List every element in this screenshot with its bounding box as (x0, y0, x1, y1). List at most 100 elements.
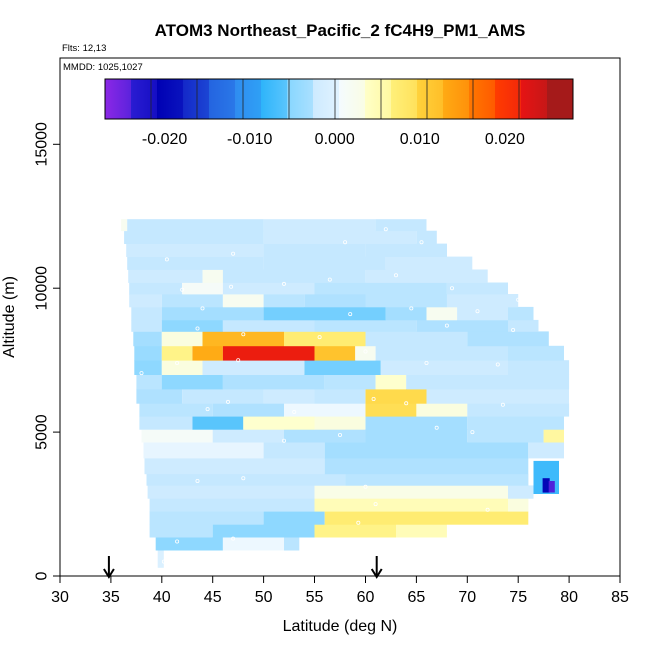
colorbar-tick-label: 0.010 (400, 131, 440, 148)
heatmap-cell (385, 306, 427, 321)
heatmap-cell (263, 306, 386, 321)
heatmap-cell (212, 403, 284, 417)
sample-point (236, 358, 241, 363)
heatmap-cell (380, 360, 508, 375)
colorbar-segment (339, 79, 366, 119)
sample-point (229, 284, 234, 289)
colorbar-segment (495, 79, 522, 119)
colorbar-segment (157, 79, 184, 119)
heatmap-cell (182, 282, 223, 295)
heatmap-cell (314, 388, 366, 404)
heatmap-cell (314, 319, 417, 332)
heatmap-cell (157, 550, 164, 568)
heatmap-cell (528, 442, 564, 459)
sample-point (383, 227, 388, 232)
heatmap-cell (508, 360, 570, 375)
sample-point (343, 240, 348, 245)
sample-point (327, 277, 332, 282)
x-tick-label: 85 (611, 589, 629, 606)
x-tick-label: 35 (102, 589, 120, 606)
x-axis: 30 35 40 45 50 55 60 65 70 75 80 85 (51, 576, 629, 606)
heatmap-cell (139, 403, 213, 417)
heatmap-cell (284, 403, 366, 417)
heatmap-cell (324, 374, 376, 390)
sample-point (195, 326, 200, 331)
heatmap-cell (222, 374, 325, 390)
sample-point (200, 306, 205, 311)
mmdd-subtitle: MMDD: 1025,1027 (63, 62, 143, 73)
heatmap-cell (192, 416, 244, 430)
sample-point (404, 401, 409, 406)
y-tick-label: 5000 (34, 414, 51, 450)
colorbar-ticks: -0.020 -0.010 0.000 0.010 0.020 (142, 131, 525, 148)
sample-point (434, 425, 439, 430)
sample-point (495, 362, 500, 367)
heatmap-cell (222, 345, 315, 361)
x-tick-label: 80 (560, 589, 578, 606)
heatmap-cell (161, 306, 264, 321)
colorbar-segments (105, 79, 574, 119)
heatmap-cell (467, 416, 564, 430)
colorbar-segment (183, 79, 210, 119)
sample-point (241, 476, 246, 481)
y-tick-label: 15000 (34, 122, 51, 167)
heatmap-cell (149, 511, 264, 525)
sample-point (281, 438, 286, 443)
sample-point (281, 281, 286, 286)
heatmap-cell (131, 319, 162, 332)
sample-point (470, 430, 475, 435)
heatmap-cell (426, 306, 457, 321)
x-tick-label: 65 (408, 589, 426, 606)
sample-point (195, 478, 200, 483)
sample-point (164, 257, 169, 262)
heatmap-cell (121, 219, 128, 232)
x-tick-label: 55 (306, 589, 324, 606)
chart-title: ATOM3 Northeast_Pacific_2 fC4H9_PM1_AMS (155, 21, 526, 40)
heatmap-cell (365, 243, 447, 257)
heatmap-cell (324, 442, 529, 459)
heatmap-cell (144, 458, 325, 475)
colorbar-segment (521, 79, 548, 119)
colorbar-segment (261, 79, 288, 119)
heatmap-cell (508, 306, 534, 321)
sample-point (371, 396, 376, 401)
heatmap-cell (192, 345, 223, 361)
heatmap-cell (263, 256, 386, 270)
heatmap-cell (129, 294, 162, 308)
heatmap-cell (365, 331, 468, 347)
sample-point (409, 306, 414, 311)
heatmap-cell (243, 416, 315, 430)
heatmap-cell (212, 524, 315, 538)
heatmap-cell (385, 256, 473, 270)
heatmap-cell (131, 306, 162, 321)
heatmap-cell (406, 374, 570, 390)
sample-point (292, 409, 297, 414)
colorbar-segment (105, 79, 132, 119)
heatmap-cell (263, 230, 417, 244)
heatmap-cell (263, 511, 325, 525)
profile-markers (103, 556, 383, 579)
heatmap-cell (143, 442, 264, 459)
heatmap-cell (222, 282, 315, 295)
heatmap-cell (202, 269, 223, 283)
heatmap-cell (263, 294, 305, 308)
heatmap-cell (508, 345, 564, 361)
heatmap-cell (345, 473, 529, 486)
sample-point (500, 402, 505, 407)
heatmap-cell (467, 331, 549, 347)
heatmap-cell (375, 219, 427, 232)
x-tick-label: 30 (51, 589, 69, 606)
heatmap-cell (416, 230, 437, 244)
heatmap-cell (426, 388, 569, 404)
heatmap-cell (396, 524, 447, 538)
heatmap-cell (284, 537, 300, 551)
sample-point (516, 297, 521, 302)
sample-point (449, 286, 454, 291)
sample-point (317, 335, 322, 340)
heatmap-cell (202, 360, 305, 375)
sample-point (225, 399, 230, 404)
heatmap-cell (139, 416, 193, 430)
heatmap-cell (128, 269, 203, 283)
heatmap-cell (263, 219, 376, 232)
